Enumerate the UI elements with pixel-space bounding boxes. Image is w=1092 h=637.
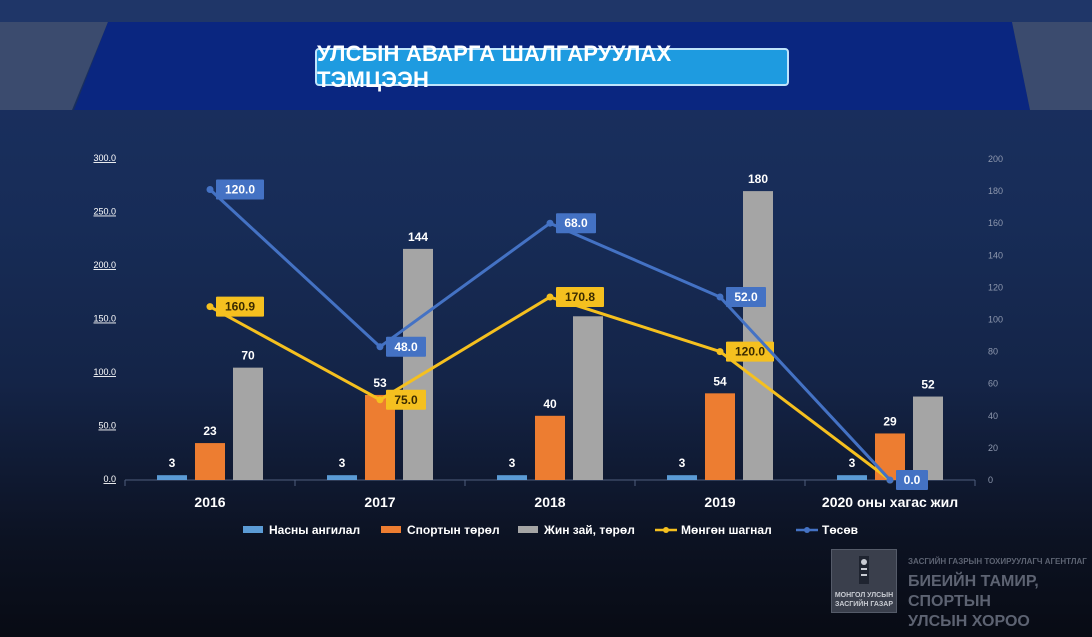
bar [667,475,697,480]
legend-label: Насны ангилал [269,523,360,537]
line-point [546,293,554,301]
line-data-label-box [726,287,766,308]
line-data-label-box [726,341,774,362]
line-data-label: 0.0 [904,473,921,487]
logo-text-line2: ЗАСГИЙН ГАЗАР [834,601,894,608]
chart-title: УЛСЫН АВАРГА ШАЛГАРУУЛАХ ТЭМЦЭЭН [315,41,789,92]
line-data-label-box [556,213,596,234]
right-axis-tick-label: 200 [988,154,1003,164]
org-name-line1: БИЕИЙН ТАМИР, СПОРТЫН [908,573,1039,610]
org-subtitle: ЗАСГИЙН ГАЗРЫН ТОХИРУУЛАГЧ АГЕНТЛАГ [908,557,1087,566]
line-point [376,343,384,351]
line-data-label: 120.0 [225,182,255,196]
bar [233,367,263,480]
right-axis-tick-label: 100 [988,315,1003,325]
left-axis-tick-label: 300.0 [93,153,116,163]
bar-data-label: 54 [713,374,727,388]
soyombo-icon [859,556,869,584]
right-axis-tick-label: 40 [988,411,998,421]
government-logo: МОНГОЛ УЛСЫН ЗАСГИЙН ГАЗАР [831,549,897,613]
bar-data-label: 144 [408,230,428,244]
line-point [376,396,384,404]
left-axis-tick-label: 250.0 [93,207,116,217]
bar-data-label: 29 [883,414,897,428]
legend-label: Жин зай, төрөл [543,523,635,537]
bar [327,475,357,480]
right-axis-tick-label: 180 [988,186,1003,196]
line-data-label-box [216,296,264,317]
right-axis-tick-label: 60 [988,379,998,389]
legend-label: Төсөв [822,523,858,537]
line-point [206,185,214,193]
category-label: 2017 [364,494,395,510]
bar-data-label: 3 [169,456,176,470]
bar-data-label: 40 [543,397,557,411]
left-axis-tick-label: 50.0 [98,421,116,431]
line-point [546,219,554,227]
bar [497,475,527,480]
legend-swatch [518,526,538,533]
right-axis-tick-label: 20 [988,443,998,453]
bar-data-label: 53 [373,376,387,390]
line-point [206,303,214,311]
bar [743,191,773,480]
org-name: БИЕИЙН ТАМИР, СПОРТЫН УЛСЫН ХОРОО [908,572,1092,632]
category-label: 2018 [534,494,565,510]
top-band [0,0,1092,22]
bar-data-label: 52 [921,378,935,392]
bar [157,475,187,480]
category-label: 2016 [194,494,225,510]
right-axis-tick-label: 140 [988,250,1003,260]
line-point [886,476,894,484]
bar [535,415,565,480]
bar-data-label: 3 [849,456,856,470]
line-data-label: 160.9 [225,300,255,314]
bar-data-label: 23 [203,424,217,438]
line-data-label: 52.0 [734,290,758,304]
line-point [716,348,724,356]
bar-data-label: 3 [339,456,346,470]
line-data-label: 170.8 [565,290,595,304]
left-axis-tick-label: 200.0 [93,260,116,270]
right-axis-tick-label: 80 [988,347,998,357]
left-axis-tick-label: 150.0 [93,314,116,324]
legend-label: Мөнгөн шагнал [681,523,772,537]
logo-text-line1: МОНГОЛ УЛСЫН [834,592,894,599]
bar [573,316,603,480]
line-data-label: 68.0 [564,216,588,230]
legend-swatch-marker [804,527,810,533]
right-axis-tick-label: 120 [988,282,1003,292]
line-point [716,293,724,301]
bar-data-label: 180 [748,172,768,186]
line-data-label-box [556,287,604,308]
line-data-label-box [896,470,928,490]
bar [403,248,433,480]
line-data-label: 120.0 [735,345,765,359]
bar [913,396,943,480]
left-axis-tick-label: 100.0 [93,367,116,377]
line-data-label-box [386,336,426,357]
bar-data-label: 70 [241,349,255,363]
line-data-label-box [386,389,426,410]
legend-swatch [243,526,263,533]
line-data-label: 48.0 [394,340,418,354]
combo-chart: 0.0 50.0 100.0 150.0 200.0 250.0 300.0 0 20 40 60 8… [93,153,1003,537]
bar [195,443,225,480]
bar-data-label: 3 [509,456,516,470]
legend-swatch [381,526,401,533]
bar-data-label: 3 [679,456,686,470]
right-axis-tick-label: 0 [988,475,993,485]
bar [705,393,735,480]
category-label: 2020 оны хагас жил [822,494,958,510]
legend-label: Спортын төрөл [407,523,500,537]
right-axis-tick-label: 160 [988,218,1003,228]
legend-swatch-marker [663,527,669,533]
bar [837,475,867,480]
line-data-label: 75.0 [394,393,418,407]
line-data-label-box [216,179,264,200]
category-label: 2019 [704,494,735,510]
left-axis-tick-label: 0.0 [103,474,116,484]
org-name-line2: УЛСЫН ХОРОО [908,613,1030,630]
